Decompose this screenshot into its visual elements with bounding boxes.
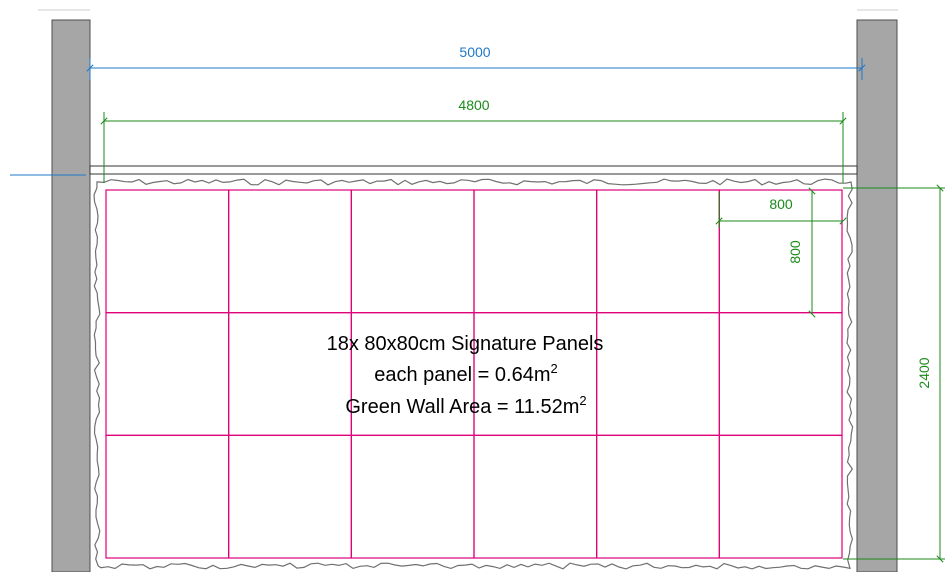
note-panel-area-superscript: 2 <box>551 361 558 376</box>
panel-width-label: 800 <box>769 196 793 212</box>
overall-width-label: 5000 <box>459 44 490 60</box>
wall-width-label: 4800 <box>458 97 489 113</box>
note-wall-area-superscript: 2 <box>579 393 586 408</box>
note-panel-area: each panel = 0.64m2 <box>374 361 557 386</box>
left-wall-column <box>51 19 91 572</box>
panel-grid <box>105 189 843 559</box>
foliage-outline <box>93 178 854 570</box>
support-beam <box>89 165 858 175</box>
panel-height-label: 800 <box>787 240 803 264</box>
panel <box>718 434 843 559</box>
note-panel-area-text: each panel = 0.64m <box>374 364 550 386</box>
right-wall-column <box>856 19 898 572</box>
note-wall-area-text: Green Wall Area = 11.52m <box>345 396 579 418</box>
note-panel-count: 18x 80x80cm Signature Panels <box>327 333 604 355</box>
note-wall-area: Green Wall Area = 11.52m2 <box>345 393 586 418</box>
wall-height-label: 2400 <box>916 357 932 388</box>
